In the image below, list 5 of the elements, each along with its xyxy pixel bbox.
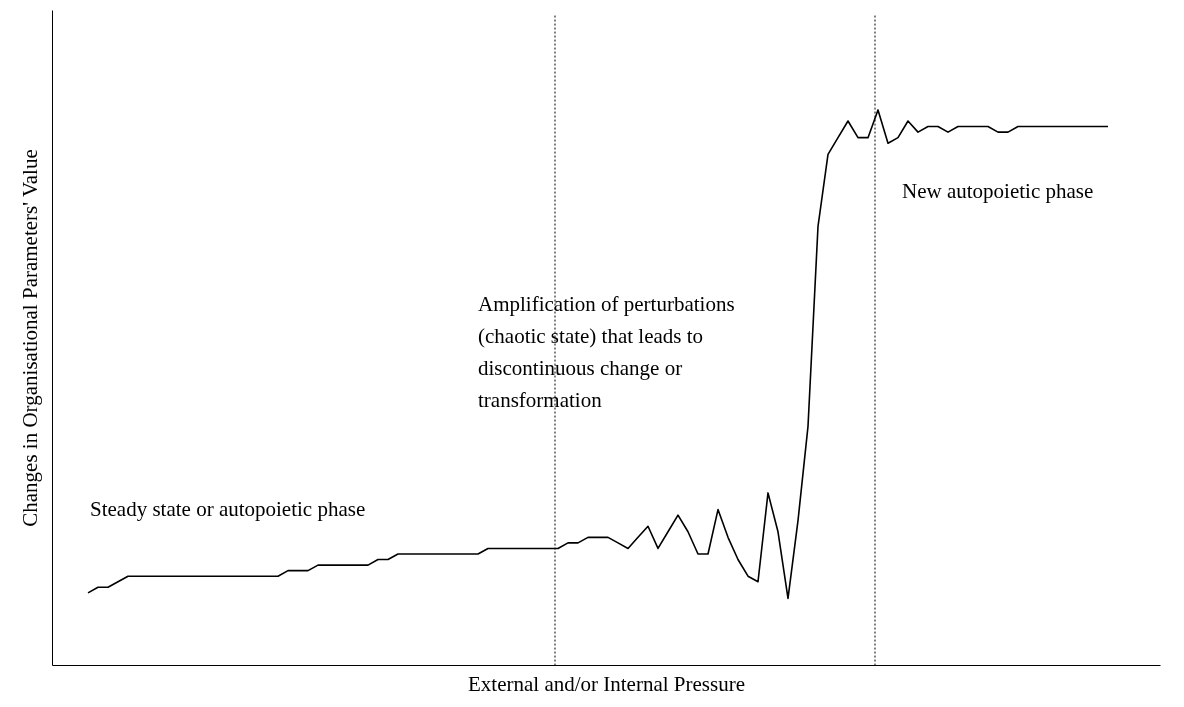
annotation: New autopoietic phase (902, 179, 1094, 204)
x-axis-title: External and/or Internal Pressure (468, 671, 745, 696)
annotation: Steady state or autopoietic phase (90, 497, 366, 522)
y-axis-title: Changes in Organisational Parameters' Value (17, 149, 42, 527)
annotation: Amplification of perturbations (chaotic state) that leads to discontinuous change or transformation (478, 291, 735, 412)
